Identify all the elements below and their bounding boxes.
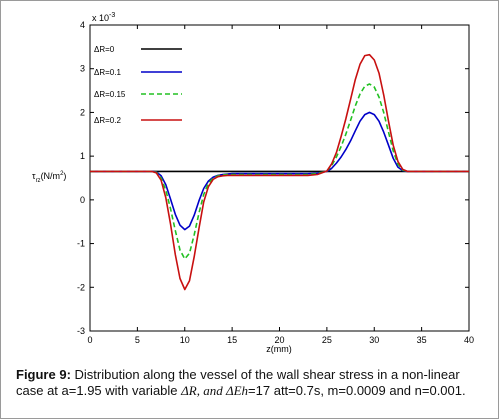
series-lines: [90, 53, 469, 291]
series-line-1: [90, 111, 469, 231]
y-tick-label: 2: [80, 107, 85, 117]
y-label-sup: 2: [60, 171, 64, 177]
axis-ticks: 0 5 10 15 20 25 30 35 40 -3 -2 -1 0 1 2 3 4: [77, 20, 474, 345]
x-tick-label: 25: [322, 335, 332, 345]
y-tick-label: -2: [77, 282, 85, 292]
legend-label-0: ΔR=0: [94, 45, 115, 54]
y-tick-label: -1: [77, 239, 85, 249]
caption-text-2: =17 att=0.7s, m=0.0009 and n=0.001.: [248, 383, 466, 398]
y-tick-label: 0: [80, 195, 85, 205]
legend-label-2: ΔR=0.15: [94, 90, 126, 99]
legend-label-3: ΔR=0.2: [94, 116, 121, 125]
y-label-sub: rz: [36, 178, 41, 184]
legend-label-1: ΔR=0.1: [94, 68, 121, 77]
y-label-close: ): [63, 171, 66, 181]
x-tick-label: 40: [464, 335, 474, 345]
x-tick-label: 0: [87, 335, 92, 345]
y-multiplier-exp: -3: [109, 12, 115, 19]
caption-label: Figure 9:: [16, 367, 71, 382]
x-tick-label: 30: [369, 335, 379, 345]
y-tick-label: 4: [80, 20, 85, 30]
y-tick-label: -3: [77, 326, 85, 336]
caption-math: ΔR, and ΔEh: [181, 383, 249, 398]
y-label-unit: (N/m: [41, 171, 61, 181]
series-line-2: [90, 83, 469, 260]
plot-frame: [89, 24, 470, 332]
y-axis-label: τrz(N/m2): [32, 171, 66, 184]
y-label-main: τ: [32, 171, 36, 181]
y-multiplier-base: x 10: [92, 13, 109, 23]
y-tick-label: 3: [80, 64, 85, 74]
y-tick-label: 1: [80, 151, 85, 161]
x-tick-label: 20: [274, 335, 284, 345]
legend: ΔR=0 ΔR=0.1 ΔR=0.15 ΔR=0.2: [94, 45, 182, 125]
caption-text-1: Distribution along the vessel of the wal…: [16, 367, 460, 398]
series-line-3: [90, 53, 469, 291]
figure-caption: Figure 9: Distribution along the vessel …: [16, 367, 490, 399]
x-tick-label: 15: [227, 335, 237, 345]
x-tick-label: 35: [417, 335, 427, 345]
x-tick-label: 5: [135, 335, 140, 345]
x-tick-label: 10: [180, 335, 190, 345]
x-axis-label: z(mm): [266, 344, 292, 354]
y-multiplier: x 10-3: [92, 12, 115, 23]
